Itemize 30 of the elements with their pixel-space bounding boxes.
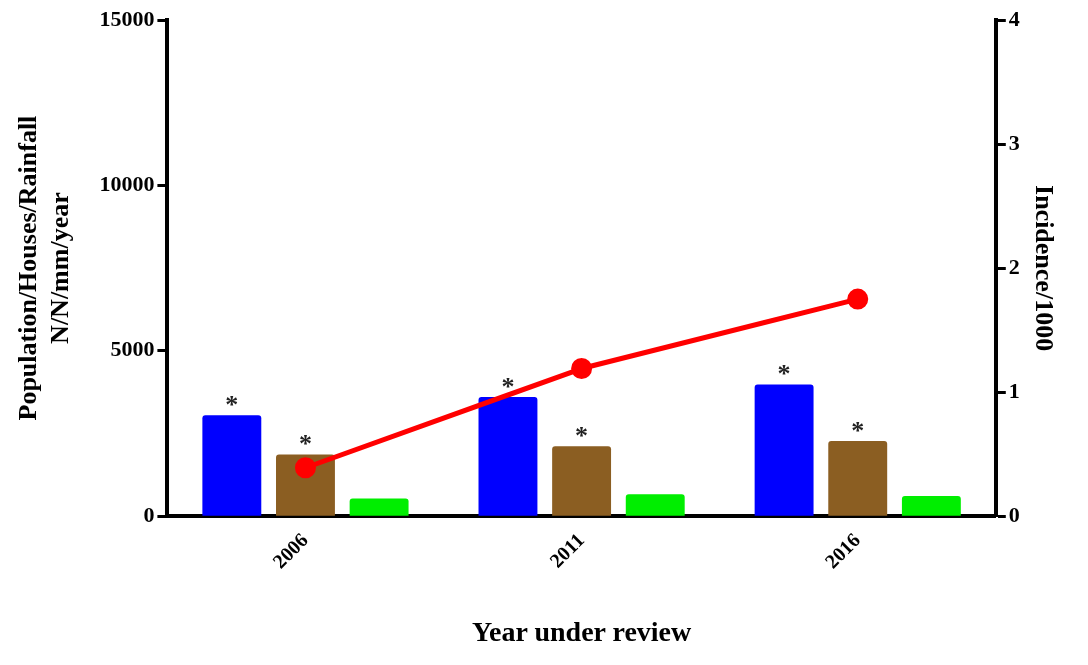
bar xyxy=(349,498,409,516)
data-label: * xyxy=(851,415,865,445)
bar xyxy=(828,441,888,516)
y2-tick-label: 3 xyxy=(1008,129,1020,155)
bar xyxy=(478,397,538,516)
point xyxy=(847,288,869,310)
bar xyxy=(202,415,262,516)
y2-tick-label: 0 xyxy=(1008,501,1020,527)
bar xyxy=(754,384,814,516)
y2-axis-title: Incidence/1000 xyxy=(1029,185,1059,352)
y2-tick-label: 4 xyxy=(1008,5,1020,31)
y-axis-title: Population/Houses/Rainfall N/N/mm/year xyxy=(13,115,74,421)
x-axis-title: Year under review xyxy=(471,616,693,648)
data-label: * xyxy=(575,421,589,451)
data-label: * xyxy=(501,371,515,401)
bar xyxy=(552,446,612,516)
data-label: * xyxy=(777,359,791,389)
y-tick-label: 15000 xyxy=(99,5,155,31)
bar xyxy=(625,494,685,516)
data-label: * xyxy=(298,429,312,459)
x-tick-label: 2011 xyxy=(545,528,589,572)
data-label: * xyxy=(225,389,239,419)
y2-tick-label: 2 xyxy=(1008,253,1020,279)
point xyxy=(571,358,593,380)
y-tick-label: 10000 xyxy=(99,171,155,197)
y-tick-label: 0 xyxy=(143,501,155,527)
point xyxy=(294,457,316,479)
y-tick-label: 5000 xyxy=(110,336,155,362)
bar xyxy=(901,495,961,516)
y2-tick-label: 1 xyxy=(1008,377,1020,403)
